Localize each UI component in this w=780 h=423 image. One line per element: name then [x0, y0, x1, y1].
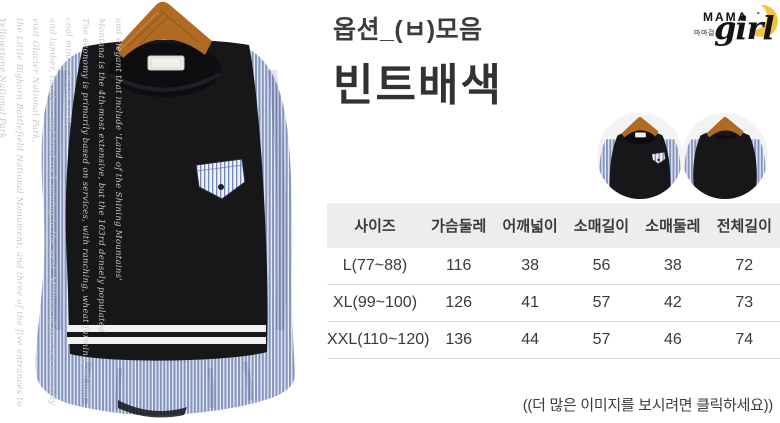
cell-sleeve-girth: 46 [663, 331, 682, 348]
thumbnail-front-view[interactable] [596, 112, 684, 200]
hem-shadow [118, 400, 187, 418]
more-images-caption: ((더 많은 이미지를 보시려면 클릭하세요)) [522, 397, 774, 414]
cell-total-length: 74 [735, 331, 754, 348]
logo-girl-text: girl [714, 9, 775, 47]
cell-total-length: 72 [735, 257, 754, 274]
col-header-shoulder: 어깨넓이 [502, 218, 558, 235]
product-photo[interactable]: and elegant that include 'Land of the Sh… [0, 0, 330, 423]
col-header-sleeve-length: 소매길이 [573, 218, 630, 235]
col-header-chest: 가슴둘레 [431, 218, 487, 235]
cell-sleeve-length: 56 [592, 257, 611, 274]
table-row: XL(99~100) 126 41 57 42 73 [327, 285, 780, 322]
logo-korean-text: 마마걸 [694, 30, 715, 37]
hem-stripe-band [67, 325, 266, 344]
option-subtitle: 옵션_(ㅂ)모음 [333, 16, 483, 44]
size-table-header: 사이즈 가슴둘레 어깨넓이 소매길이 소매둘레 전체길이 [327, 203, 780, 248]
cell-sleeve-length: 57 [592, 331, 611, 348]
table-row: XXL(110~120) 136 44 57 46 74 [327, 322, 780, 359]
front-view-icon [596, 112, 684, 200]
cell-shoulder: 44 [521, 331, 539, 348]
cell-size: L(77~88) [342, 257, 408, 274]
cell-size: XL(99~100) [332, 294, 418, 311]
cell-total-length: 73 [735, 294, 754, 311]
logo-dot: ˚ [757, 11, 760, 21]
black-body [65, 39, 268, 361]
thumbnail-back-view[interactable] [681, 112, 769, 200]
logo-mama-text: MAMA [703, 10, 749, 24]
cell-size: XXL(110~120) [327, 331, 430, 348]
cell-chest: 116 [445, 257, 472, 274]
table-row: L(77~88) 116 38 56 38 72 [327, 248, 780, 285]
page-title: 빈트배색 [333, 61, 503, 110]
cell-sleeve-girth: 42 [663, 294, 682, 311]
title-block: 옵션_(ㅂ)모음 빈트배색 [333, 10, 503, 113]
mamagirl-logo[interactable]: MAMA ˚ 마마걸 girl [694, 3, 780, 51]
cell-sleeve-length: 57 [592, 294, 611, 311]
cell-chest: 126 [445, 294, 473, 311]
hanger [116, 1, 212, 58]
cell-shoulder: 41 [521, 294, 539, 311]
chest-pocket [195, 158, 246, 200]
neck-label [147, 55, 185, 71]
garment-illustration [35, 1, 296, 418]
col-header-size: 사이즈 [354, 218, 396, 235]
cell-shoulder: 38 [521, 257, 539, 274]
col-header-sleeve-girth: 소매둘레 [645, 218, 701, 235]
size-table: 사이즈 가슴둘레 어깨넓이 소매길이 소매둘레 전체길이 L(77~88) 11… [327, 203, 780, 359]
cell-sleeve-girth: 38 [663, 257, 682, 274]
back-view-icon [681, 112, 769, 200]
col-header-total-length: 전체길이 [716, 218, 772, 235]
pocket-button [218, 184, 224, 190]
cell-chest: 136 [445, 331, 473, 348]
